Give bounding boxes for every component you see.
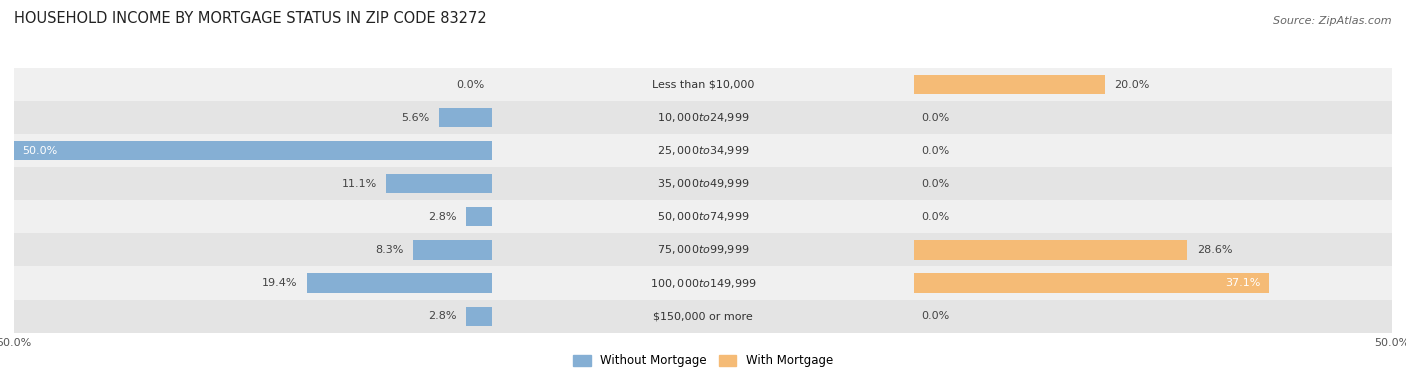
- Text: 5.6%: 5.6%: [401, 113, 429, 122]
- Text: 11.1%: 11.1%: [342, 179, 377, 189]
- Bar: [0, 299, 1406, 333]
- Bar: [0, 299, 1406, 333]
- Bar: [439, 108, 492, 127]
- Text: $35,000 to $49,999: $35,000 to $49,999: [657, 177, 749, 190]
- Text: 0.0%: 0.0%: [921, 113, 949, 122]
- Text: 0.0%: 0.0%: [921, 179, 949, 189]
- Bar: [0, 266, 1406, 299]
- Bar: [307, 273, 492, 293]
- Bar: [0, 200, 1406, 234]
- Bar: [0, 68, 1406, 101]
- Text: 37.1%: 37.1%: [1226, 278, 1261, 288]
- Bar: [0, 234, 1406, 266]
- Text: 0.0%: 0.0%: [457, 80, 485, 90]
- Bar: [14, 141, 492, 160]
- Text: 0.0%: 0.0%: [921, 311, 949, 321]
- Text: 50.0%: 50.0%: [21, 146, 58, 156]
- Text: $150,000 or more: $150,000 or more: [654, 311, 752, 321]
- Bar: [413, 240, 492, 260]
- Bar: [0, 101, 1406, 134]
- Text: 2.8%: 2.8%: [427, 311, 456, 321]
- Text: 28.6%: 28.6%: [1197, 245, 1232, 255]
- Bar: [914, 240, 1187, 260]
- Text: 2.8%: 2.8%: [427, 212, 456, 222]
- Bar: [0, 68, 1406, 101]
- Bar: [0, 134, 1406, 167]
- Text: $10,000 to $24,999: $10,000 to $24,999: [657, 111, 749, 124]
- Legend: Without Mortgage, With Mortgage: Without Mortgage, With Mortgage: [568, 350, 838, 372]
- Bar: [0, 234, 1406, 266]
- Bar: [914, 75, 1105, 94]
- Bar: [465, 307, 492, 326]
- Bar: [914, 273, 1268, 293]
- Text: 8.3%: 8.3%: [375, 245, 404, 255]
- Bar: [0, 68, 1406, 101]
- Bar: [0, 167, 1406, 200]
- Text: $50,000 to $74,999: $50,000 to $74,999: [657, 211, 749, 223]
- Text: HOUSEHOLD INCOME BY MORTGAGE STATUS IN ZIP CODE 83272: HOUSEHOLD INCOME BY MORTGAGE STATUS IN Z…: [14, 11, 486, 26]
- Bar: [0, 167, 1406, 200]
- Bar: [0, 266, 1406, 299]
- Bar: [0, 200, 1406, 234]
- Bar: [0, 101, 1406, 134]
- Bar: [0, 134, 1406, 167]
- Text: $100,000 to $149,999: $100,000 to $149,999: [650, 277, 756, 290]
- Text: 20.0%: 20.0%: [1115, 80, 1150, 90]
- Bar: [0, 234, 1406, 266]
- Text: 0.0%: 0.0%: [921, 212, 949, 222]
- Text: $75,000 to $99,999: $75,000 to $99,999: [657, 243, 749, 256]
- Text: 0.0%: 0.0%: [921, 146, 949, 156]
- Bar: [0, 266, 1406, 299]
- Bar: [0, 101, 1406, 134]
- Bar: [0, 167, 1406, 200]
- Text: $25,000 to $34,999: $25,000 to $34,999: [657, 144, 749, 157]
- Text: 19.4%: 19.4%: [262, 278, 297, 288]
- Bar: [0, 299, 1406, 333]
- Bar: [0, 200, 1406, 234]
- Bar: [387, 174, 492, 194]
- Bar: [465, 207, 492, 226]
- Text: Less than $10,000: Less than $10,000: [652, 80, 754, 90]
- Bar: [0, 134, 1406, 167]
- Text: Source: ZipAtlas.com: Source: ZipAtlas.com: [1274, 17, 1392, 26]
